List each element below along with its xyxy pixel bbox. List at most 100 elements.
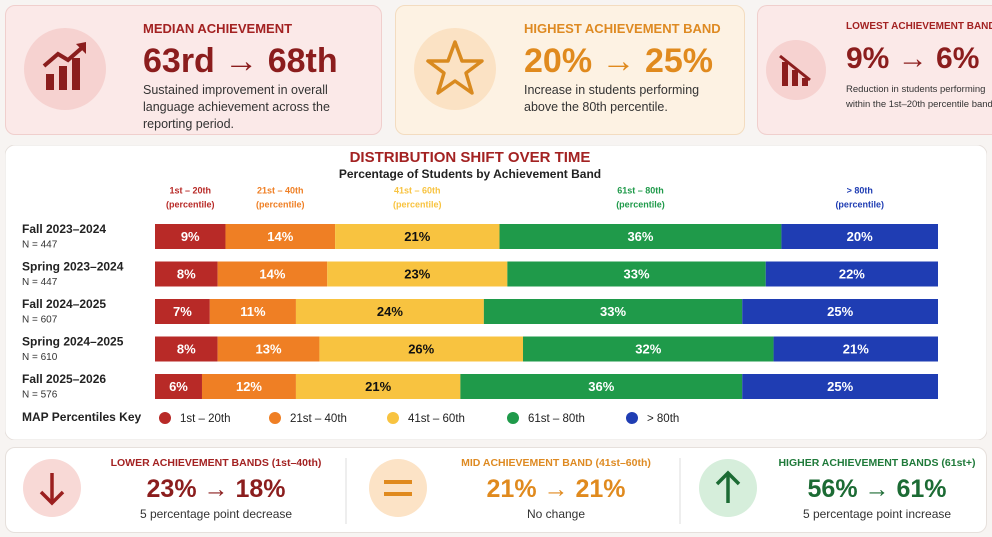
- chart-icon: [42, 42, 86, 90]
- summary-item: LOWER ACHIEVEMENT BANDS (1st–40th) 23% →…: [96, 457, 336, 521]
- bar-segment: [781, 224, 938, 249]
- bar-segment: [155, 224, 226, 249]
- bar-segment: [295, 374, 461, 399]
- category-label: Fall 2025–2026: [22, 372, 106, 386]
- decline-icon: [779, 54, 811, 86]
- series-header-note: (percentile): [166, 199, 215, 209]
- summary-item: HIGHER ACHIEVEMENT BANDS (61st+) 56% → 6…: [766, 457, 988, 521]
- value-label: 12%: [236, 379, 262, 394]
- summary-item: MID ACHIEVEMENT BAND (41st–60th) 21% → 2…: [436, 457, 676, 521]
- value-label: 20%: [847, 229, 873, 244]
- category-label: Fall 2024–2025: [22, 297, 106, 311]
- value-label: 9%: [181, 229, 200, 244]
- summary-note: 5 percentage point increase: [802, 507, 952, 521]
- icon: [414, 28, 496, 110]
- card-title: MEDIAN ACHIEVEMENT: [143, 21, 293, 36]
- category-label: Spring 2024–2025: [22, 335, 124, 349]
- value-label: 13%: [256, 341, 282, 356]
- bar-segment: [765, 261, 938, 287]
- icon: [24, 28, 106, 110]
- value-label: 14%: [267, 229, 293, 244]
- card-description: Sustained improvement in overall languag…: [143, 83, 330, 131]
- bar-segment: [483, 299, 743, 324]
- value-label: 23%: [404, 266, 430, 281]
- bar-segment: [155, 299, 210, 324]
- card: MEDIAN ACHIEVEMENT 63rd → 68th Sustained…: [5, 5, 382, 135]
- value-label: 8%: [177, 266, 196, 281]
- category-note: N = 607: [22, 315, 58, 326]
- bar-segment: [460, 374, 743, 399]
- bar-segment: [155, 374, 202, 399]
- bar-segment: [217, 336, 320, 362]
- bar-segment: [201, 374, 296, 399]
- card-title: HIGHEST ACHIEVEMENT BAND: [524, 21, 721, 36]
- summary-title: HIGHER ACHIEVEMENT BANDS (61st+): [778, 457, 976, 469]
- series-header-note: (percentile): [393, 199, 442, 209]
- chart-subtitle: Percentage of Students by Achievement Ba…: [339, 167, 601, 181]
- value-label: 36%: [627, 229, 653, 244]
- legend-swatch: [626, 412, 638, 424]
- summary-note: No change: [526, 507, 586, 521]
- value-label: 22%: [839, 266, 865, 281]
- card-value: 20% → 25%: [524, 42, 713, 80]
- bar-segment: [773, 336, 938, 362]
- category-note: N = 447: [22, 240, 58, 251]
- value-label: 8%: [177, 341, 196, 356]
- summary-title: LOWER ACHIEVEMENT BANDS (1st–40th): [110, 457, 322, 469]
- card-description: Increase in students performing above th…: [524, 83, 700, 114]
- bar-segment: [523, 336, 774, 362]
- summary-value: 21% → 21%: [486, 475, 626, 503]
- series-header: 61st – 80th: [617, 185, 664, 195]
- value-label: 21%: [843, 341, 869, 356]
- bar-segment: [499, 224, 782, 249]
- value-label: 26%: [408, 341, 434, 356]
- value-label: 25%: [827, 379, 853, 394]
- bar-segment: [742, 374, 938, 399]
- bar-segment: [225, 224, 336, 249]
- legend-swatch: [507, 412, 519, 424]
- legend-label: 41st – 60th: [408, 413, 465, 425]
- value-label: 33%: [624, 266, 650, 281]
- legend-swatch: [159, 412, 171, 424]
- bar-segment: [155, 336, 218, 362]
- chart-panel: [5, 145, 987, 440]
- summary-note: 5 percentage point decrease: [139, 507, 293, 521]
- category-label: Spring 2023–2024: [22, 260, 124, 274]
- category-note: N = 447: [22, 277, 58, 288]
- category-label: Fall 2023–2024: [22, 222, 106, 236]
- card-description: Reduction in students performing within …: [846, 84, 992, 110]
- summary-value: 23% → 18%: [146, 475, 286, 503]
- legend-label: > 80th: [647, 413, 679, 425]
- bar-segment: [507, 261, 766, 287]
- card-value: 63rd → 68th: [143, 42, 338, 80]
- value-label: 14%: [259, 266, 285, 281]
- bar-segment: [217, 261, 328, 287]
- value-label: 21%: [365, 379, 391, 394]
- bar-segment: [209, 299, 296, 324]
- bar-segment: [319, 336, 524, 362]
- series-header: 41st – 60th: [394, 185, 441, 195]
- legend-label: 21st – 40th: [290, 413, 347, 425]
- legend-title: MAP Percentiles Key: [22, 410, 141, 424]
- value-label: 11%: [240, 304, 266, 319]
- bar-segment: [327, 261, 508, 287]
- value-label: 6%: [169, 379, 188, 394]
- value-label: 7%: [173, 304, 192, 319]
- series-header-note: (percentile): [616, 199, 665, 209]
- card: LOWEST ACHIEVEMENT BAND 9% → 6% Reductio…: [757, 5, 992, 135]
- summary-value: 56% → 61%: [807, 475, 947, 503]
- value-label: 21%: [404, 229, 430, 244]
- summary-title: MID ACHIEVEMENT BAND (41st–60th): [461, 457, 651, 469]
- card-value: 9% → 6%: [846, 42, 980, 75]
- legend-swatch: [387, 412, 399, 424]
- summary-panel: LOWER ACHIEVEMENT BANDS (1st–40th) 23% →…: [5, 447, 987, 533]
- card-title: LOWEST ACHIEVEMENT BAND: [846, 21, 992, 32]
- legend-label: 61st – 80th: [528, 413, 585, 425]
- chart-title: DISTRIBUTION SHIFT OVER TIME: [350, 149, 591, 166]
- bar-segment: [295, 299, 484, 324]
- legend-label: 1st – 20th: [180, 413, 231, 425]
- bar-segment: [742, 299, 938, 324]
- category-note: N = 576: [22, 390, 58, 401]
- chart: DISTRIBUTION SHIFT OVER TIME Percentage …: [5, 145, 987, 440]
